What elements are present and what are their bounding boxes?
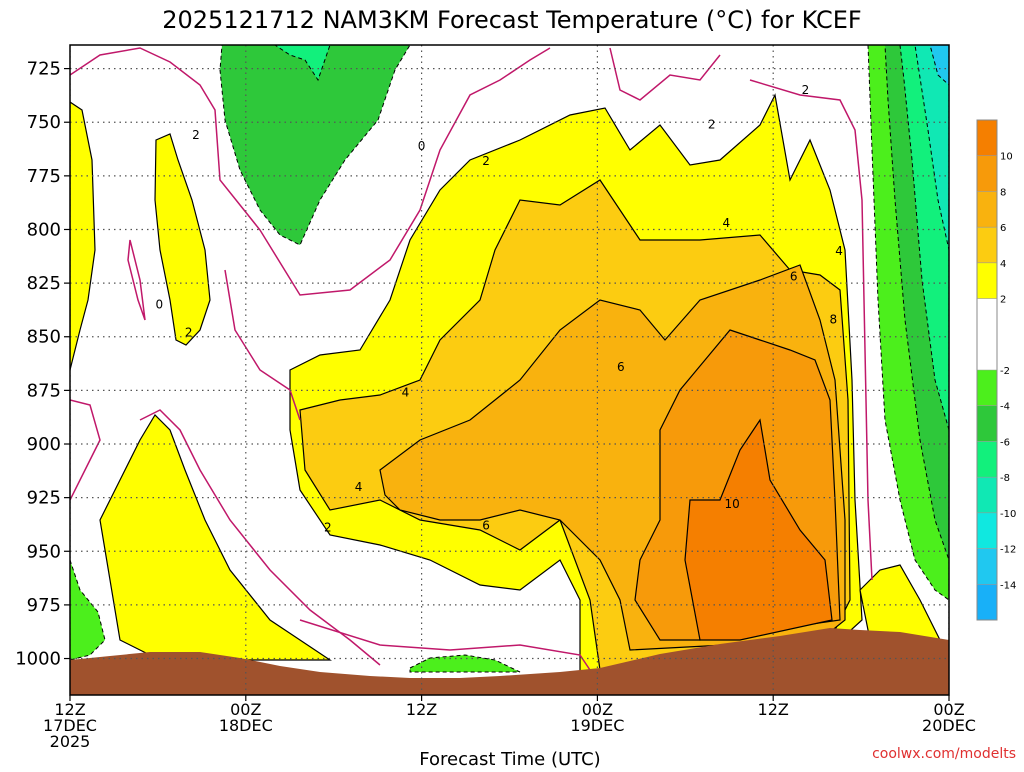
x-tick-label: 18DEC xyxy=(219,716,273,735)
colorbar-tick-label: -4 xyxy=(1000,402,1010,413)
y-tick-label: 775 xyxy=(27,166,61,187)
contour-label: 6 xyxy=(790,270,798,284)
y-tick-label: 750 xyxy=(27,112,61,133)
fill-region-cyan-right xyxy=(929,45,949,86)
grid-lines xyxy=(70,45,949,695)
x-tick-label: 2025 xyxy=(50,732,91,751)
contour-label: 2 xyxy=(802,83,810,97)
x-tick-label: 12Z xyxy=(406,700,437,719)
y-tick-label: 800 xyxy=(27,219,61,240)
y-tick-label: 1000 xyxy=(15,649,61,670)
contour-label: 4 xyxy=(722,216,730,230)
colorbar-tick-label: 8 xyxy=(1000,187,1006,198)
contour-label: 4 xyxy=(402,386,410,400)
colorbar-tick-label: -10 xyxy=(1000,509,1016,520)
colorbar-swatch xyxy=(977,191,997,228)
x-tick-label: 17DEC xyxy=(43,716,97,735)
y-axis: 725 750 775 800 825 850 875 900 925 950 975 1000 xyxy=(15,59,70,670)
y-tick-label: 850 xyxy=(27,327,61,348)
colorbar-swatch xyxy=(977,227,997,263)
fill-region-green-surface xyxy=(409,654,521,673)
x-tick-label: 00Z xyxy=(933,700,964,719)
contour-label: 4 xyxy=(355,480,363,494)
contour-label: 10 xyxy=(725,497,740,511)
colorbar-swatch xyxy=(977,512,997,549)
colorbar-tick-label: -2 xyxy=(1000,366,1010,377)
fill-region-green-aloft-left xyxy=(219,45,411,246)
terrain-surface xyxy=(70,628,949,695)
colorbar-swatch xyxy=(977,548,997,585)
y-tick-label: 950 xyxy=(27,541,61,562)
colorbar: 10 8 6 4 2 -2 -4 -6 -8 -10 -12 -14 xyxy=(976,119,1016,621)
colorbar-tick-label: -14 xyxy=(1000,580,1016,591)
contour-label: 4 xyxy=(835,244,843,258)
fill-region-yellow-left xyxy=(70,101,96,371)
colorbar-tick-label: 4 xyxy=(1000,259,1006,270)
credit-text: coolwx.com/modelts xyxy=(872,746,1016,762)
y-tick-label: 875 xyxy=(27,380,61,401)
y-tick-label: 825 xyxy=(27,273,61,294)
fill-region-yellow-lens xyxy=(154,133,211,346)
contour-label: 6 xyxy=(617,360,625,374)
x-tick-label: 12Z xyxy=(758,700,789,719)
plot-area: 2 0 2 0 2 2 2 4 4 6 8 6 4 4 2 6 10 xyxy=(70,45,949,695)
zero-degree-contours xyxy=(70,47,873,671)
colorbar-swatch xyxy=(977,477,997,513)
colorbar-swatch xyxy=(977,262,997,299)
x-tick-label: 00Z xyxy=(230,700,261,719)
contour-label: 2 xyxy=(185,325,193,339)
colorbar-tick-label: 2 xyxy=(1000,295,1006,306)
colorbar-tick-label: -12 xyxy=(1000,545,1016,556)
colorbar-swatch xyxy=(977,120,997,156)
fill-region-orange-10plus xyxy=(684,418,833,641)
colorbar-swatch xyxy=(977,370,997,406)
x-tick-label: 19DEC xyxy=(570,716,624,735)
y-tick-label: 925 xyxy=(27,488,61,509)
fill-region-green-lower-left xyxy=(70,559,106,661)
colorbar-swatch xyxy=(977,155,997,192)
contour-label: 2 xyxy=(324,521,332,535)
contour-label: 8 xyxy=(829,313,837,327)
plot-frame xyxy=(69,44,950,696)
colorbar-swatch xyxy=(977,298,997,370)
x-tick-label: 20DEC xyxy=(922,716,976,735)
x-axis-label: Forecast Time (UTC) xyxy=(419,749,600,768)
contour-label: 2 xyxy=(708,117,716,131)
fill-region-green-aloft-left-inner xyxy=(274,45,331,82)
y-tick-label: 975 xyxy=(27,595,61,616)
colorbar-tick-label: 10 xyxy=(1000,152,1013,163)
chart-title: 2025121712 NAM3KM Forecast Temperature (… xyxy=(162,6,861,34)
y-tick-label: 725 xyxy=(27,59,61,80)
contour-label: 0 xyxy=(156,298,164,312)
contour-labels: 2 0 2 0 2 2 2 4 4 6 8 6 4 4 2 6 10 xyxy=(156,83,843,535)
contour-label: 0 xyxy=(418,139,426,153)
colorbar-tick-label: -6 xyxy=(1000,437,1010,448)
colorbar-tick-label: -8 xyxy=(1000,473,1010,484)
contour-label: 2 xyxy=(482,154,490,168)
x-tick-label: 00Z xyxy=(582,700,613,719)
contour-label: 6 xyxy=(482,519,490,533)
x-tick-label: 12Z xyxy=(54,700,85,719)
colorbar-swatch xyxy=(977,405,997,442)
y-tick-label: 900 xyxy=(27,434,61,455)
colorbar-swatch xyxy=(977,584,997,620)
colorbar-swatch xyxy=(977,441,997,478)
colorbar-tick-label: 6 xyxy=(1000,223,1006,234)
contour-fills xyxy=(70,45,949,681)
contour-label: 2 xyxy=(192,128,200,142)
fill-region-green-right-4 xyxy=(914,45,949,251)
